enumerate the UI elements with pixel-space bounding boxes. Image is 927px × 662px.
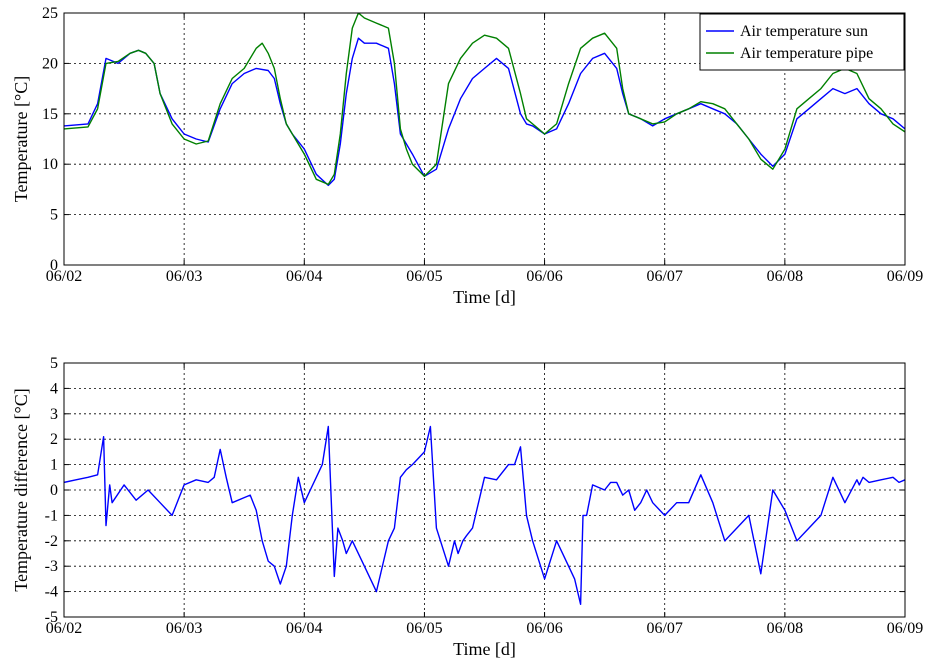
x-tick-label: 06/08 [767,620,803,637]
x-tick-label: 06/04 [286,268,322,285]
y-tick-label: 25 [42,5,58,22]
x-tick-label: 06/07 [646,268,682,285]
y-tick-label: 0 [50,482,58,499]
y-tick-label: -3 [45,558,58,575]
x-tick-label: 06/08 [767,268,803,285]
series-line-air-temperature-pipe [64,13,905,186]
x-tick-label: 06/06 [526,620,562,637]
y-axis-label: Temperature difference [°C] [11,388,31,592]
y-tick-label: -4 [45,584,58,601]
temperature-plot: 06/02 06/03 06/04 06/05 06/06 06/07 06/08 06/09… [11,5,923,307]
x-axis-label: Time [d] [453,287,516,307]
y-tick-label: 0 [50,257,58,274]
y-tick-label: 1 [50,457,58,474]
x-tick-label: 06/09 [887,268,923,285]
y-tick-label: -5 [45,609,58,626]
temperature-difference-plot: 06/02 06/03 06/04 06/05 06/06 06/07 06/08 06/09… [11,355,923,659]
x-tick-label: 06/04 [286,620,322,637]
legend: Air temperature sun Air temperature pipe [699,13,905,71]
y-tick-label: -2 [45,533,58,550]
y-tick-label: 5 [50,207,58,224]
plot-frame [63,12,906,266]
y-tick-label: 15 [42,106,58,123]
y-axis-label: Temperature [°C] [11,76,31,202]
y-tick-label: 2 [50,431,58,448]
y-tick-label: 4 [50,380,58,397]
y-tick-label: 3 [50,406,58,423]
legend-label: Air temperature sun [740,23,868,40]
x-axis-label: Time [d] [453,639,516,659]
x-tick-label: 06/02 [46,268,82,285]
x-tick-label: 06/05 [406,620,442,637]
y-tick-label: 5 [50,355,58,372]
x-tick-label: 06/03 [166,620,202,637]
series-line-series-0 [64,425,905,605]
x-tick-label: 06/09 [887,620,923,637]
y-tick-label: 10 [42,156,58,173]
x-tick-label: 06/05 [406,268,442,285]
x-tick-label: 06/07 [646,620,682,637]
x-tick-label: 06/06 [526,268,562,285]
x-tick-label: 06/03 [166,268,202,285]
y-tick-label: -1 [45,507,58,524]
x-tick-label: 06/02 [46,620,82,637]
y-tick-label: 20 [42,55,58,72]
legend-label: Air temperature pipe [740,45,873,62]
legend-box [699,13,905,71]
